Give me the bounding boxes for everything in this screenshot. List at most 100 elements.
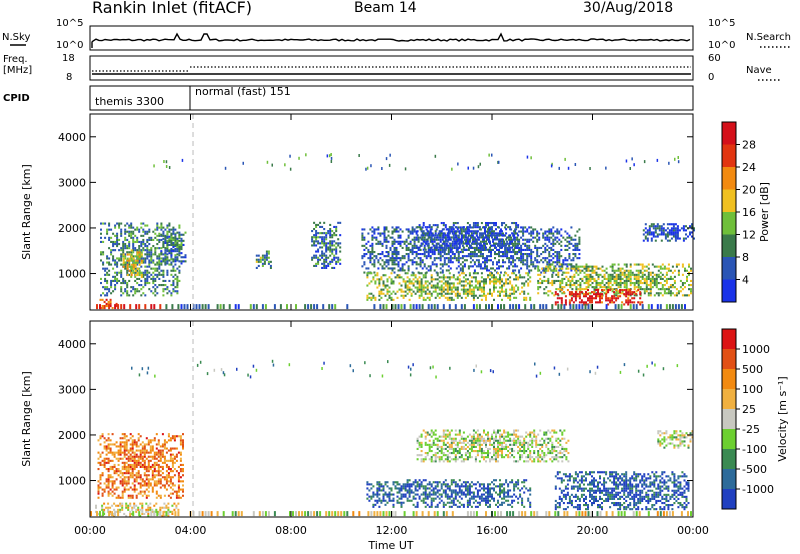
data-cell — [497, 290, 499, 293]
data-cell — [204, 304, 207, 310]
data-cell — [546, 244, 549, 247]
data-cell — [110, 286, 113, 289]
data-cell — [391, 251, 394, 254]
data-cell — [625, 289, 628, 292]
data-cell — [457, 253, 460, 256]
data-cell — [679, 286, 682, 289]
data-cell — [480, 286, 483, 289]
data-cell — [601, 269, 604, 272]
data-cell — [323, 240, 326, 243]
data-cell — [122, 277, 125, 280]
data-cell — [446, 296, 449, 299]
data-cell — [385, 255, 388, 258]
data-cell — [448, 296, 451, 299]
data-cell — [557, 288, 560, 291]
data-cell — [471, 251, 474, 254]
data-cell — [665, 288, 668, 291]
data-cell — [503, 240, 506, 243]
data-cell — [506, 253, 509, 256]
data-cell — [669, 277, 672, 280]
data-cell — [120, 253, 123, 256]
data-cell — [551, 273, 554, 276]
data-cell — [117, 504, 120, 507]
data-cell — [105, 480, 108, 483]
data-cell — [466, 228, 469, 231]
data-cell — [414, 276, 417, 279]
data-cell — [384, 274, 387, 277]
data-cell — [121, 494, 124, 497]
data-cell — [528, 253, 531, 256]
data-cell — [143, 443, 146, 446]
data-cell — [444, 238, 447, 241]
data-cell — [108, 247, 111, 250]
data-cell — [366, 272, 369, 275]
scatter-point — [370, 164, 372, 168]
data-cell — [560, 304, 563, 310]
data-cell — [559, 286, 562, 289]
data-cell — [392, 290, 395, 293]
data-cell — [172, 228, 175, 231]
data-cell — [133, 480, 136, 483]
nsky-tick-top: 10^5 — [56, 18, 83, 29]
data-cell — [125, 441, 128, 444]
data-cell — [182, 488, 184, 491]
data-cell — [162, 232, 165, 235]
data-cell — [546, 230, 549, 233]
data-cell — [147, 506, 150, 509]
data-cell — [680, 227, 683, 230]
data-cell — [460, 284, 463, 287]
data-cell — [489, 246, 491, 249]
data-cell — [109, 298, 112, 301]
data-cell — [177, 480, 180, 483]
data-cell — [335, 242, 338, 245]
data-cell — [123, 486, 126, 489]
data-cell — [650, 231, 653, 234]
data-cell — [117, 468, 120, 471]
data-cell — [130, 274, 133, 277]
data-cell — [647, 284, 650, 287]
data-cell — [269, 260, 272, 263]
data-cell — [325, 254, 328, 257]
data-cell — [161, 465, 164, 468]
data-cell — [173, 461, 176, 464]
data-cell — [125, 445, 128, 448]
data-cell — [147, 504, 150, 507]
data-cell — [150, 267, 153, 270]
data-cell — [629, 269, 632, 272]
data-cell — [603, 277, 606, 280]
data-cell — [550, 242, 553, 245]
data-cell — [454, 278, 457, 281]
data-cell — [139, 474, 142, 477]
data-cell — [456, 294, 459, 297]
data-cell — [369, 259, 372, 262]
data-cell — [519, 292, 522, 295]
data-cell — [132, 263, 135, 266]
data-cell — [155, 474, 158, 477]
data-cell — [426, 280, 429, 283]
data-cell — [403, 255, 406, 258]
power-data-cells — [96, 114, 695, 310]
data-cell — [387, 255, 390, 258]
data-cell — [505, 288, 508, 291]
data-cell — [263, 256, 266, 259]
data-cell — [625, 263, 628, 266]
data-cell — [503, 244, 506, 247]
data-cell — [564, 303, 567, 306]
data-cell — [116, 279, 119, 282]
velocity-data-cells — [90, 321, 694, 517]
data-cell — [136, 228, 139, 231]
data-cell — [587, 304, 590, 310]
data-cell — [135, 461, 138, 464]
data-cell — [474, 224, 477, 227]
data-cell — [607, 275, 610, 278]
data-cell — [527, 274, 530, 277]
data-cell — [544, 242, 547, 245]
data-cell — [631, 282, 634, 285]
date-label: 30/Aug/2018 — [583, 0, 674, 16]
data-cell — [112, 232, 115, 235]
data-cell — [416, 286, 419, 289]
scatter-point — [497, 160, 499, 164]
data-cell — [403, 242, 406, 245]
data-cell — [452, 234, 455, 237]
data-cell — [522, 232, 525, 235]
